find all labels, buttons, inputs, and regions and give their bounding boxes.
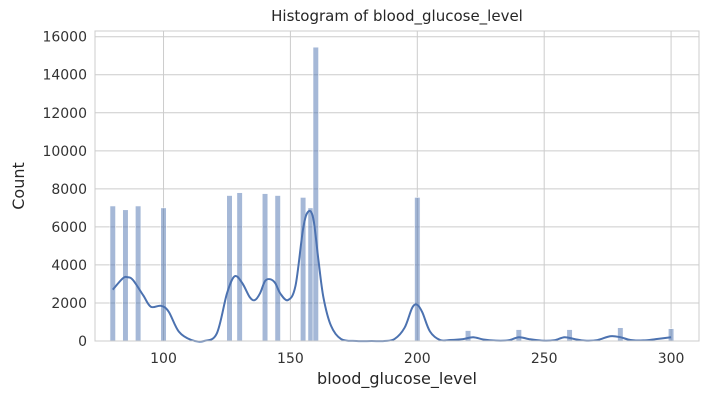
plot-frame: [94, 30, 700, 342]
y-tick-label: 14000: [42, 68, 87, 84]
histogram-bar: [236, 192, 243, 342]
y-tick-label: 2000: [51, 296, 87, 312]
x-tick-labels: 100 150 200 250 300: [150, 351, 684, 367]
histogram-bars: [109, 46, 675, 342]
kde-curve: [112, 209, 672, 343]
histogram-bar: [307, 207, 314, 342]
x-tick-label: 300: [658, 351, 685, 367]
y-tick-label: 10000: [42, 144, 87, 160]
y-tick-label: 0: [78, 334, 87, 350]
y-tick-label: 4000: [51, 258, 87, 274]
x-axis-label: blood_glucose_level: [317, 369, 477, 389]
x-tick-label: 200: [404, 351, 431, 367]
x-tick-label: 250: [531, 351, 558, 367]
histogram-bar: [515, 329, 522, 342]
histogram-bar: [109, 205, 116, 342]
histogram-bar: [261, 193, 269, 342]
y-tick-label: 8000: [51, 182, 87, 198]
y-tick-label: 12000: [42, 106, 87, 122]
histogram-bar: [160, 207, 167, 342]
chart-title: Histogram of blood_glucose_level: [271, 7, 523, 26]
y-tick-labels: 0 2000 4000 6000 8000 10000 12000 14000 16000: [42, 30, 87, 350]
histogram-bar: [667, 328, 675, 342]
histogram-bar: [617, 327, 624, 342]
y-axis-label: Count: [9, 162, 28, 210]
histogram-bar: [312, 46, 319, 342]
histogram-bar: [135, 205, 142, 342]
histogram-bar: [414, 197, 421, 342]
x-tick-label: 150: [277, 351, 304, 367]
grid-lines: [95, 31, 699, 342]
histogram-bar: [274, 195, 281, 342]
y-tick-label: 6000: [51, 220, 87, 236]
histogram-bar: [226, 195, 233, 342]
histogram-bar: [122, 209, 129, 342]
y-tick-label: 16000: [42, 30, 87, 46]
x-tick-label: 100: [150, 351, 177, 367]
